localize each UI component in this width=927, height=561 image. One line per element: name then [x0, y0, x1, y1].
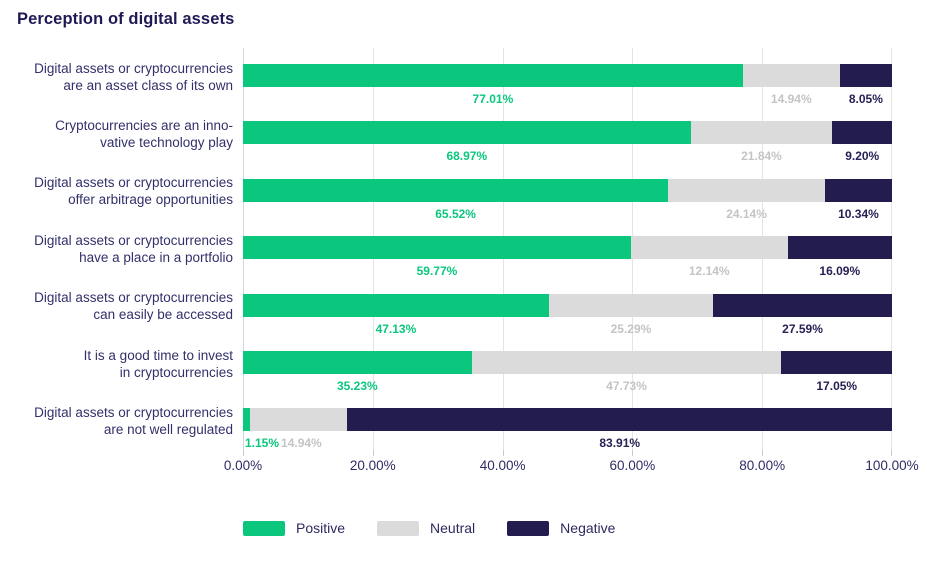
value-label-positive: 68.97%: [446, 149, 488, 164]
axis-tick-label: 100.00%: [865, 458, 919, 473]
bar-segment-negative: [781, 350, 893, 374]
bar-segment-positive: [243, 293, 549, 317]
bar-segment-negative: [839, 64, 892, 87]
chart-row: Digital assets or cryptocurrencies are no…: [0, 392, 927, 451]
bar-segment-positive: [243, 350, 472, 374]
bar-segment-neutral: [742, 64, 840, 87]
bar-segment-positive: [243, 236, 631, 260]
category-label: It is a good time to invest in cryptocurr…: [83, 347, 233, 380]
axis-tick: [762, 450, 764, 456]
value-label-positive: 47.13%: [375, 321, 417, 336]
legend-label: Neutral: [430, 520, 476, 536]
chart-row: It is a good time to invest in cryptocurr…: [0, 335, 927, 393]
legend-item-negative: Negative: [507, 520, 615, 536]
stacked-bar: [243, 121, 893, 145]
bar-segment-neutral: [668, 178, 825, 202]
value-label-negative: 17.05%: [816, 378, 858, 393]
value-label-neutral: 14.94%: [281, 436, 322, 451]
axis-tick-label: 60.00%: [609, 458, 656, 473]
value-label-neutral: 14.94%: [770, 92, 812, 106]
value-label-negative: 27.59%: [782, 321, 823, 336]
bar-segment-neutral: [471, 350, 782, 374]
axis-tick-label: 80.00%: [739, 458, 786, 473]
stacked-bar: [243, 178, 892, 202]
axis-tick: [243, 450, 244, 456]
value-label-negative: 16.09%: [819, 264, 861, 279]
chart-row: Digital assets or cryptocurrencies offer …: [0, 163, 927, 221]
chart-row: Digital assets or cryptocurrencies have a…: [0, 220, 927, 279]
stacked-bar: [243, 236, 892, 260]
legend-swatch-neutral: [377, 520, 420, 536]
chart-row: Digital assets or cryptocurrencies can ea…: [0, 278, 927, 336]
stacked-bar: [243, 64, 892, 87]
chart-figure: Perception of digital assets Digital ass…: [0, 10, 927, 561]
row-plot: 47.13% 25.29% 27.59%: [243, 278, 893, 336]
bar-segment-positive: [243, 64, 743, 87]
chart-row: Cryptocurrencies are an inno-vative tech…: [0, 105, 927, 164]
row-plot: 35.23% 47.73% 17.05%: [243, 335, 893, 393]
row-plot: 68.97% 21.84% 9.20%: [243, 105, 893, 164]
chart-rows: Digital assets or cryptocurrencies are an…: [0, 48, 927, 450]
plot-area: Digital assets or cryptocurrencies are an…: [0, 48, 927, 450]
row-plot: 59.77% 12.14% 16.09%: [243, 220, 892, 279]
value-label-neutral: 47.73%: [606, 378, 647, 393]
category-label: Digital assets or cryptocurrencies are no…: [34, 405, 233, 438]
bar-segment-neutral: [548, 293, 713, 317]
axis-tick-label: 40.00%: [479, 458, 526, 473]
chart-row: Digital assets or cryptocurrencies are an…: [0, 48, 927, 106]
bar-segment-negative: [824, 178, 892, 202]
legend: Positive Neutral Negative: [243, 520, 927, 536]
bar-segment-positive: [243, 121, 691, 145]
value-label-negative: 10.34%: [838, 206, 879, 221]
legend-swatch-negative: [507, 520, 550, 536]
value-label-negative: 9.20%: [845, 149, 880, 164]
category-label: Digital assets or cryptocurrencies offer …: [34, 175, 233, 208]
bar-segment-positive: [243, 408, 251, 432]
value-label-positive: 65.52%: [435, 206, 476, 221]
category-label: Cryptocurrencies are an inno-vative tech…: [55, 118, 233, 151]
value-label-neutral: 25.29%: [610, 321, 652, 336]
value-label-negative: 8.05%: [848, 92, 883, 106]
chart-title: Perception of digital assets: [17, 10, 235, 28]
axis-tick-label: 0.00%: [223, 458, 263, 473]
value-label-negative: 83.91%: [599, 436, 641, 451]
value-label-positive: 59.77%: [416, 264, 458, 279]
legend-label: Negative: [560, 520, 616, 536]
value-label-positive: 77.01%: [472, 92, 514, 106]
value-label-positive: 35.23%: [336, 378, 378, 393]
stacked-bar: [243, 350, 893, 374]
value-label-neutral: 21.84%: [741, 149, 782, 164]
category-label: Digital assets or cryptocurrencies are an…: [34, 60, 233, 93]
bar-segment-negative: [787, 236, 892, 260]
legend-swatch-positive: [243, 520, 285, 536]
legend-item-neutral: Neutral: [377, 520, 475, 536]
value-label-neutral: 24.14%: [726, 206, 767, 221]
legend-item-positive: Positive: [243, 520, 345, 536]
row-plot: 1.15% 14.94% 83.91%: [243, 392, 892, 451]
legend-label: Positive: [296, 520, 346, 536]
bar-segment-neutral: [250, 408, 348, 432]
axis-tick-label: 20.00%: [349, 458, 396, 473]
bar-segment-negative: [712, 293, 893, 317]
axis-tick: [891, 450, 892, 456]
bar-segment-positive: [243, 178, 669, 202]
value-label-positive: 1.15%: [245, 436, 280, 451]
row-plot: 77.01% 14.94% 8.05%: [243, 48, 892, 106]
value-label-neutral: 12.14%: [688, 264, 730, 279]
category-label: Digital assets or cryptocurrencies can ea…: [34, 290, 233, 323]
x-axis: 0.00% 20.00% 40.00% 60.00% 80.00% 100.00%: [224, 450, 919, 480]
axis-tick: [502, 450, 504, 456]
axis-tick: [632, 450, 634, 456]
bar-segment-neutral: [630, 236, 788, 260]
bar-segment-negative: [347, 408, 892, 432]
stacked-bar: [243, 293, 893, 317]
bar-segment-negative: [832, 121, 893, 145]
category-label: Digital assets or cryptocurrencies have a…: [34, 232, 233, 265]
row-plot: 65.52% 24.14% 10.34%: [243, 163, 892, 221]
axis-tick: [372, 450, 374, 456]
bar-segment-neutral: [690, 121, 833, 145]
stacked-bar: [243, 408, 892, 432]
